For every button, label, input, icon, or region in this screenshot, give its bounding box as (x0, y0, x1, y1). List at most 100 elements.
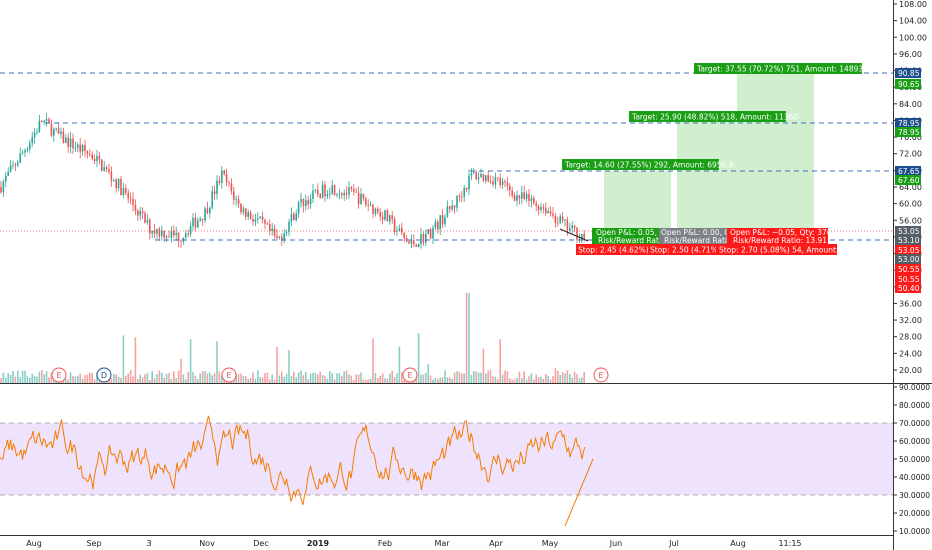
earnings-marker-icon[interactable] (402, 367, 418, 383)
candle-body (120, 178, 122, 195)
earnings-marker-icon[interactable] (51, 367, 67, 383)
volume-bar (24, 370, 26, 383)
earnings-marker-icon[interactable] (221, 367, 237, 383)
candle-body (341, 193, 343, 196)
volume-bar (492, 376, 494, 383)
candle-body (110, 171, 113, 181)
time-label: Jul (668, 539, 679, 548)
candle-body (453, 205, 456, 208)
candle-body (91, 154, 93, 159)
candle-body (151, 230, 153, 234)
price-tag-box (895, 166, 921, 176)
volume-bar (581, 377, 583, 383)
rsi-trend-line[interactable] (564, 458, 594, 527)
target-label-box-3[interactable] (694, 63, 862, 74)
earnings-marker[interactable]: E (593, 367, 609, 383)
candle-body (261, 216, 264, 220)
volume-bar (422, 374, 425, 383)
volume-bar (38, 371, 41, 383)
volume-bar (470, 374, 473, 383)
candle-body (540, 207, 542, 211)
volume-bar (391, 370, 393, 383)
volume-bar (79, 373, 81, 383)
volume-bar (458, 371, 461, 383)
volume-bar (77, 375, 79, 383)
candle-body (415, 244, 417, 247)
candle-body (557, 222, 559, 224)
time-label: Dec (253, 539, 268, 548)
event-markers[interactable]: E D E E E (51, 367, 609, 383)
price-pane[interactable] (0, 0, 893, 383)
stop-label-box-3[interactable] (716, 244, 837, 255)
dividend-marker-icon[interactable] (96, 367, 112, 383)
earnings-marker[interactable]: E (221, 367, 237, 383)
earnings-marker-icon[interactable] (593, 367, 609, 383)
target-label-1: Target: 14.60 (27.55%) 292, Amount: 6956… (564, 161, 734, 170)
volume-series (0, 293, 585, 383)
time-axis[interactable]: Aug Sep 3 Nov Dec 2019 Feb Mar Apr May Jun Jul Aug 11… (26, 539, 801, 548)
volume-bar (276, 346, 278, 383)
stop-label-box-2[interactable] (648, 244, 718, 255)
candle-body (17, 162, 19, 166)
target-label-box-1[interactable] (562, 159, 719, 170)
candle-body (180, 241, 182, 242)
candle-body (209, 207, 211, 214)
volume-bar (283, 376, 285, 383)
volume-bar (461, 373, 463, 383)
price-axis[interactable]: 108.00104.00100.0096.0092.0088.0084.0080… (893, 0, 927, 375)
volume-bar (533, 379, 535, 383)
time-label: 2019 (307, 539, 330, 548)
volume-bar (269, 379, 271, 383)
rsi-pane[interactable] (0, 415, 893, 527)
volume-bar (341, 375, 343, 383)
target-label-box-2[interactable] (629, 111, 786, 122)
rsi-axis[interactable]: 90.0000 80.0000 70.0000 60.0000 50.0000 40.00… (893, 383, 930, 536)
price-tag-label: 50.40 (898, 284, 920, 293)
rsi-tick-label: 90.0000 (899, 383, 930, 392)
candle-body (355, 191, 357, 193)
candle-body (113, 179, 115, 181)
volume-bar (158, 370, 161, 383)
time-label: Sep (86, 539, 101, 548)
candle-body (549, 211, 552, 214)
position-3[interactable]: Target: 37.55 (70.72%) 751, Amount: 1489… (694, 63, 871, 255)
candle-body (9, 165, 12, 172)
candle-body (201, 218, 204, 221)
stop-label-box-1[interactable] (576, 244, 648, 255)
earnings-marker[interactable]: E (402, 367, 418, 383)
trend-line[interactable] (559, 228, 589, 242)
volume-bar (201, 371, 204, 383)
earnings-marker[interactable]: E (51, 367, 67, 383)
candle-body (137, 210, 139, 216)
price-tag-box (895, 235, 921, 245)
candle-body (477, 177, 480, 180)
candle-body (33, 132, 36, 138)
volume-bar (576, 374, 578, 383)
pnl-box-3[interactable] (727, 228, 828, 244)
dividend-marker[interactable]: D (96, 367, 112, 383)
candle-body (547, 211, 549, 214)
candle-body (149, 219, 151, 234)
rsi-band (0, 423, 893, 495)
position-2[interactable]: Target: 25.90 (48.82%) 518, Amount: 1136… (629, 111, 798, 255)
candle-body (569, 228, 571, 231)
volume-bar (528, 376, 530, 383)
candle-body (24, 150, 26, 153)
rsi-tick-label: 40.0000 (899, 473, 930, 482)
candle-body (576, 227, 578, 240)
pnl-box-1[interactable] (592, 228, 669, 244)
pnl-box-2[interactable] (659, 228, 731, 244)
position-1[interactable]: Target: 14.60 (27.55%) 292, Amount: 6956… (562, 159, 734, 255)
candle-body (170, 230, 173, 238)
price-tag-label: 90.65 (898, 80, 920, 89)
candle-body (345, 192, 348, 195)
candle-body (357, 192, 360, 205)
candle-body (504, 181, 506, 183)
candle-body (108, 169, 110, 172)
pnl-line1-2: Open P&L: 0.00, Q (661, 228, 730, 237)
candle-body (175, 232, 177, 236)
candle-body (353, 188, 355, 192)
candle-body (329, 193, 331, 195)
candle-body (374, 208, 377, 214)
